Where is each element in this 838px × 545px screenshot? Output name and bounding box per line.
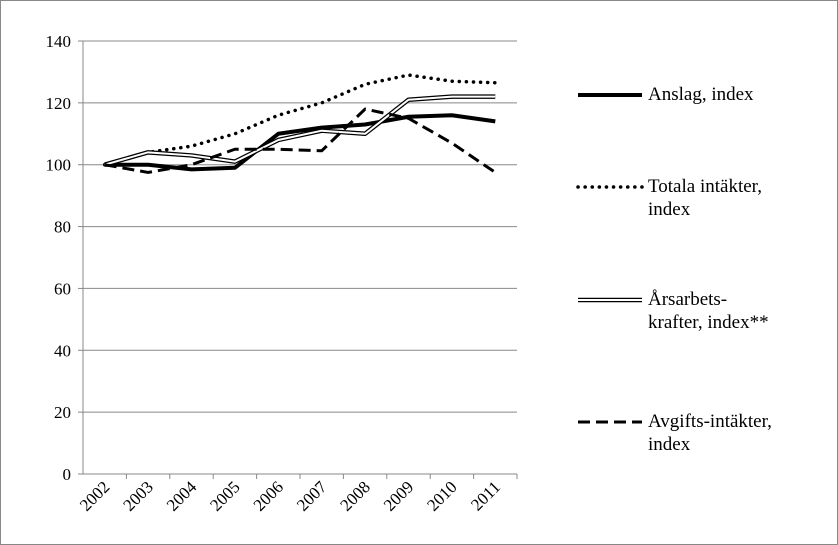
legend-label: Årsarbets-krafter, index** xyxy=(648,289,769,333)
y-tick-label: 120 xyxy=(46,94,72,113)
y-tick-label: 80 xyxy=(54,218,71,237)
series-line-inner xyxy=(104,95,496,166)
legend-label: Anslag, index xyxy=(648,84,754,105)
legend-label: Totala intäkter, index xyxy=(648,176,762,220)
y-tick-label: 140 xyxy=(46,32,72,51)
y-tick-label: 100 xyxy=(46,156,72,175)
series-line xyxy=(102,73,498,167)
y-tick-label: 20 xyxy=(54,403,71,422)
y-tick-label: 60 xyxy=(54,279,71,298)
y-tick-label: 0 xyxy=(63,465,72,484)
legend-label: Avgifts-intäkter, index xyxy=(648,411,772,455)
series-line xyxy=(104,107,497,174)
series-line xyxy=(104,113,496,172)
y-tick-label: 40 xyxy=(54,341,71,360)
